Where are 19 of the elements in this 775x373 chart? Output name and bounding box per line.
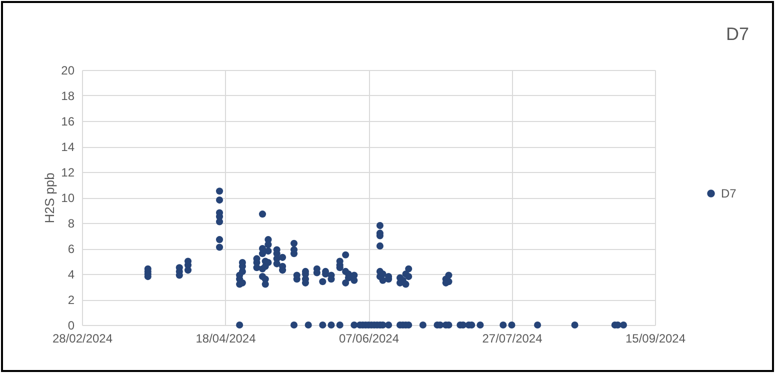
x-tick-label: 18/04/2024 [196,332,256,346]
text: D7 [726,24,749,45]
y-tick-label: 20 [61,64,75,78]
y-tick-label: 2 [68,293,75,307]
y-tick-label: 6 [68,242,75,256]
x-tick-label: 28/02/2024 [52,332,113,346]
y-tick-label: 0 [68,318,75,332]
y-tick-label: 18 [61,89,75,103]
legend-label: D7 [721,186,737,200]
y-tick-label: 16 [61,114,75,128]
y-tick-label: 8 [68,216,75,230]
y-tick-label: 12 [61,166,75,180]
y-tick-label: 4 [68,268,75,282]
x-tick-label: 27/07/2024 [482,332,543,346]
x-tick-label: 07/06/2024 [338,332,400,346]
y-tick-label: 14 [61,140,75,154]
x-tick-label: 15/09/2024 [625,332,686,346]
y-axis-title: H2S ppb [42,172,58,224]
y-tick-label: 10 [61,191,75,205]
